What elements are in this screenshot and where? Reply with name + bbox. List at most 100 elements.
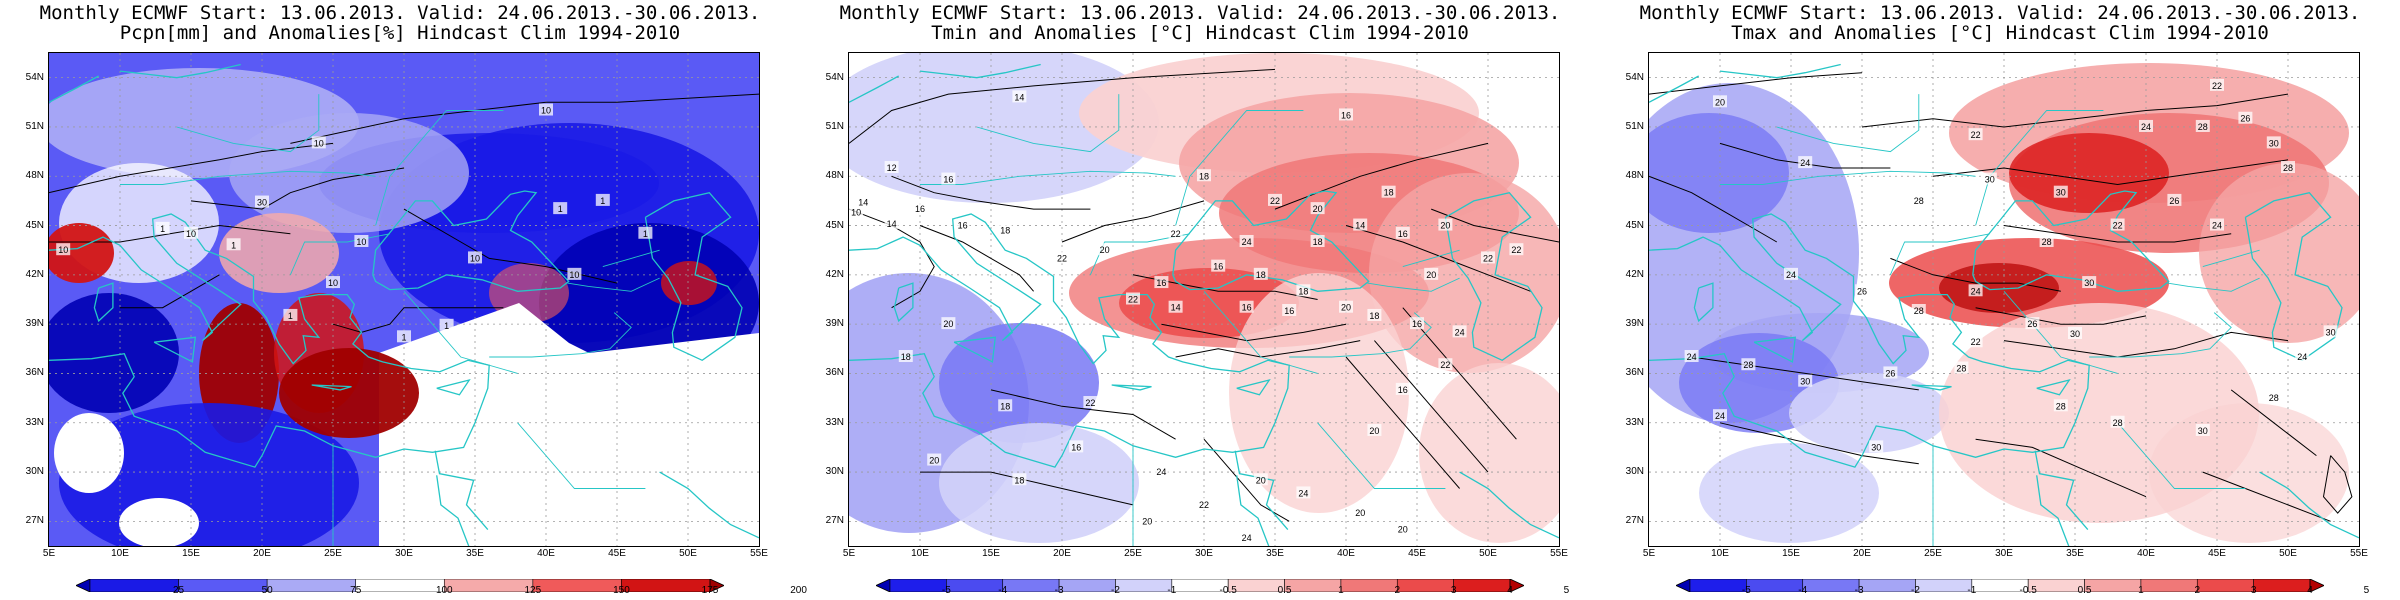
contour-label-bg bbox=[1410, 317, 1424, 330]
coastline bbox=[1753, 336, 1797, 363]
contour-label-bg bbox=[1239, 300, 1254, 313]
contour-label-bg bbox=[1798, 374, 1813, 387]
contour-label-bg bbox=[1968, 335, 1983, 348]
contour-label: 22 bbox=[1199, 500, 1209, 510]
contour-line bbox=[2202, 471, 2331, 522]
colorbar-segment bbox=[266, 579, 357, 592]
contour-label-bg bbox=[2210, 78, 2224, 91]
contour-label-bg bbox=[1954, 361, 1969, 374]
contour-label-bg bbox=[1097, 243, 1112, 256]
contour-line bbox=[1975, 307, 2147, 325]
contour-label: 20 bbox=[1142, 516, 1152, 526]
contour-label-bg bbox=[184, 226, 198, 239]
contour-label-bg bbox=[998, 399, 1013, 412]
contour-label: 30 bbox=[2056, 188, 2066, 198]
colorbar-tick-label: -0.5 bbox=[2019, 585, 2037, 596]
lat-tick-label: 54N bbox=[1625, 71, 1644, 83]
contour-label-bg bbox=[1012, 473, 1027, 486]
contour-label: 26 bbox=[1857, 286, 1867, 296]
colorbar-tick-label: 5 bbox=[2363, 585, 2370, 596]
colorbar-segment bbox=[2196, 579, 2254, 592]
coastline bbox=[1459, 471, 1559, 539]
lon-tick-label: 55E bbox=[1550, 548, 1568, 559]
contour-label: 30 bbox=[2070, 329, 2080, 339]
colorbar-segment bbox=[89, 579, 179, 592]
contour-label: 26 bbox=[1885, 368, 1895, 378]
contour-label-bg bbox=[1855, 284, 1869, 297]
contour-label-bg bbox=[1395, 382, 1410, 395]
coastline bbox=[849, 75, 900, 103]
colorbar bbox=[1676, 579, 2324, 592]
contour-label-bg bbox=[2068, 327, 2082, 340]
contour-label-bg bbox=[1154, 276, 1169, 289]
contour-label: 20 bbox=[1256, 475, 1266, 485]
contour-label: 30 bbox=[1985, 175, 1995, 185]
contour-label: 20 bbox=[1426, 270, 1436, 280]
lat-tick-label: 36N bbox=[825, 367, 844, 379]
lon-tick-label: 50E bbox=[679, 548, 697, 559]
anomaly-area bbox=[1419, 363, 1559, 543]
colorbar-tick-label: -1 bbox=[1967, 585, 1977, 596]
anomaly-area bbox=[1229, 273, 1409, 513]
contour-label: 24 bbox=[1298, 488, 1308, 498]
contour-line bbox=[290, 93, 759, 144]
contour-line bbox=[1719, 422, 1919, 465]
contour-label: 20 bbox=[1341, 303, 1351, 313]
contour-label: 16 bbox=[1242, 303, 1252, 313]
lon-tick-label: 5E bbox=[1642, 548, 1656, 559]
contour-label-bg bbox=[1424, 267, 1439, 280]
lon-tick-label: 5E bbox=[42, 548, 56, 559]
panel-title-line1: Monthly ECMWF Start: 13.06.2013. Valid: … bbox=[39, 2, 761, 24]
contour-label: 30 bbox=[257, 198, 267, 208]
contour-label-bg bbox=[1438, 358, 1453, 371]
anomaly-area bbox=[279, 348, 419, 438]
contour-label: 14 bbox=[1014, 92, 1024, 102]
contour-label: 24 bbox=[1786, 270, 1796, 280]
masked-area bbox=[379, 303, 759, 546]
contour-label-bg bbox=[1055, 251, 1069, 264]
contour-line bbox=[49, 142, 334, 194]
contour-line bbox=[1932, 159, 2289, 186]
contour-line bbox=[332, 307, 504, 333]
colorbar bbox=[876, 579, 1524, 592]
contour-label-bg bbox=[539, 103, 553, 116]
contour-label-bg bbox=[2195, 423, 2210, 436]
contour-label: 20 bbox=[943, 319, 953, 329]
contour-line bbox=[1402, 307, 1517, 440]
coastline bbox=[436, 378, 471, 396]
contour-label: 24 bbox=[1687, 352, 1697, 362]
map-canvas: 10 10 30 10 10 10 10 10 1 1 1 1 1 10 1 1 1 bbox=[49, 53, 759, 546]
contour-label-bg bbox=[595, 193, 610, 206]
contour-label: 16 bbox=[1156, 278, 1166, 288]
lon-tick-label: 10E bbox=[911, 548, 929, 559]
contour-line bbox=[190, 167, 405, 210]
contour-label: 28 bbox=[1743, 360, 1753, 370]
colorbar-segment bbox=[2140, 579, 2198, 592]
country-border bbox=[1203, 291, 1318, 374]
contour-label: 22 bbox=[1511, 245, 1521, 255]
colorbar-segment bbox=[1453, 579, 1511, 592]
contour-label: 22 bbox=[1440, 360, 1450, 370]
coastline bbox=[893, 282, 914, 323]
country-border bbox=[375, 110, 504, 226]
contour-label: 26 bbox=[2027, 319, 2037, 329]
contour-label: 10 bbox=[541, 106, 551, 116]
colorbar-tick-label: 1 bbox=[2138, 585, 2144, 596]
lat-tick-label: 30N bbox=[825, 466, 844, 478]
contour-label-bg bbox=[1367, 308, 1382, 321]
contour-label: 10 bbox=[186, 229, 196, 239]
colorbar-segment bbox=[1746, 579, 1804, 592]
contour-label: 30 bbox=[2326, 327, 2336, 337]
country-border bbox=[489, 312, 632, 358]
contour-label-bg bbox=[1168, 300, 1183, 313]
contour-label: 28 bbox=[1956, 364, 1966, 374]
contour-label-bg bbox=[898, 350, 913, 363]
lon-tick-label: 50E bbox=[2279, 548, 2297, 559]
colorbar-tick-label: 0.5 bbox=[2077, 585, 2092, 596]
contour-label: 24 bbox=[1715, 411, 1725, 421]
contour-label-bg bbox=[638, 226, 653, 239]
contour-label: 24 bbox=[2212, 221, 2222, 231]
contour-label-bg bbox=[567, 267, 582, 280]
contour-label-bg bbox=[1452, 325, 1467, 338]
